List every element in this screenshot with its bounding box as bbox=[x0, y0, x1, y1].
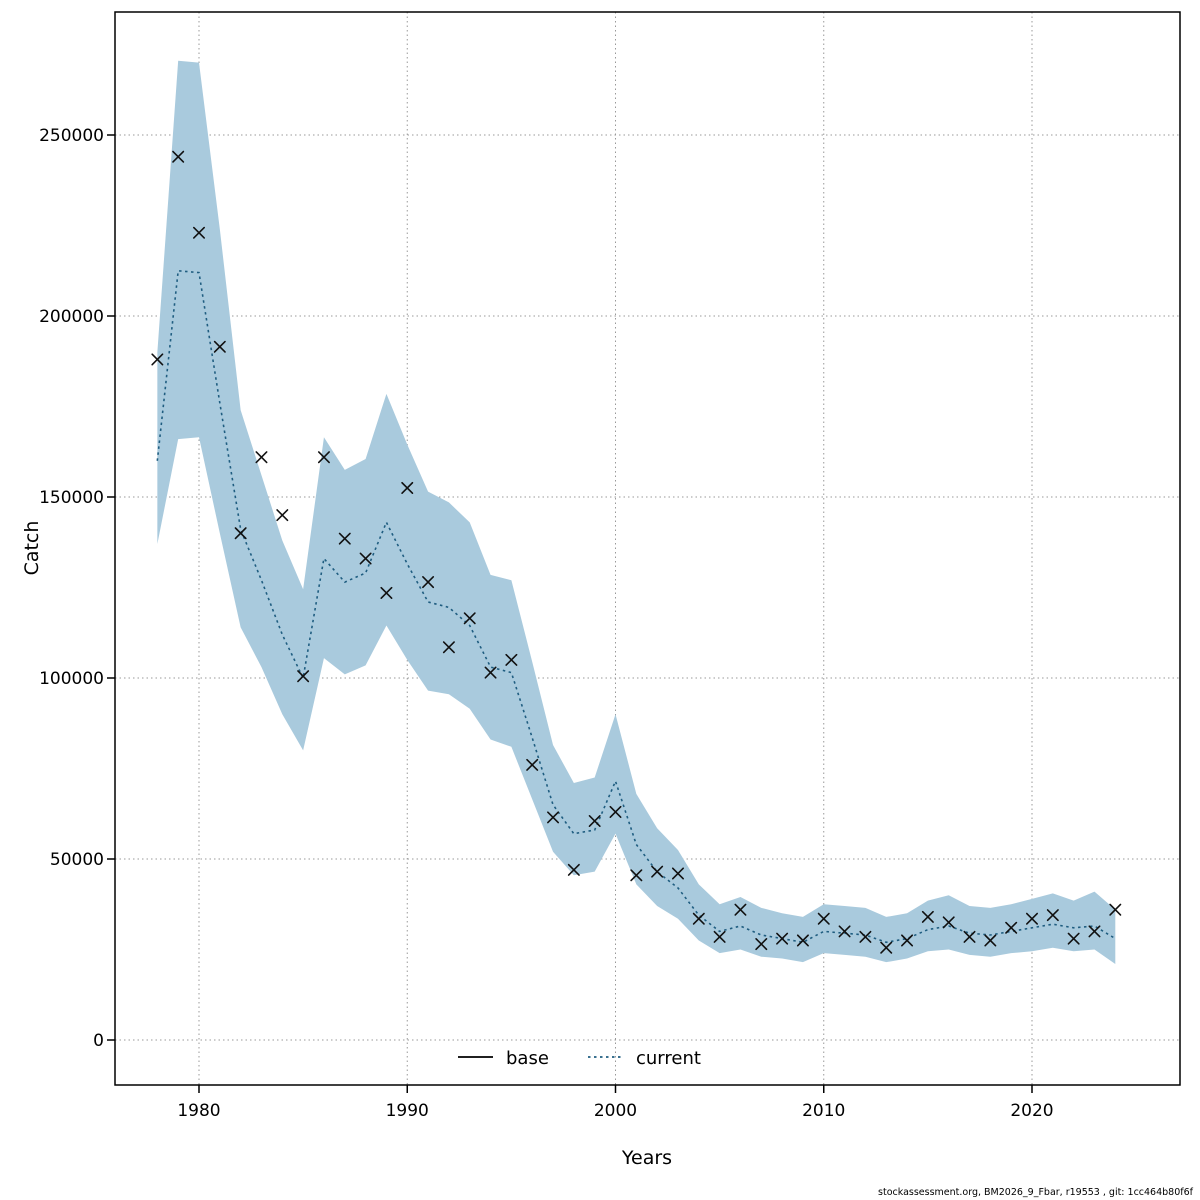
observed-catch-marker bbox=[567, 863, 580, 876]
observed-catch-marker bbox=[422, 576, 435, 589]
x-tick-label: 1980 bbox=[177, 1101, 220, 1121]
observed-catch-marker bbox=[359, 552, 372, 565]
observed-catch-marker bbox=[1067, 932, 1080, 945]
observed-catch-marker bbox=[880, 941, 893, 954]
observed-catch-marker bbox=[1109, 903, 1122, 916]
y-tick-label: 100000 bbox=[39, 669, 104, 689]
observed-catch-marker bbox=[630, 869, 643, 882]
observed-catch-marker bbox=[463, 612, 476, 625]
observed-catch-marker bbox=[984, 934, 997, 947]
plot-frame bbox=[114, 11, 1181, 1086]
observed-catch-marker bbox=[213, 340, 226, 353]
x-tick-label: 2020 bbox=[1010, 1101, 1053, 1121]
observed-catch-marker bbox=[671, 867, 684, 880]
x-tick-label: 1990 bbox=[386, 1101, 429, 1121]
axis-tick-labels: 1980 1990 2000 2010 2020 0 50000 100000 150000 20… bbox=[39, 126, 1054, 1121]
observed-catch-marker bbox=[1088, 925, 1101, 938]
observed-catch-marker bbox=[380, 586, 393, 599]
observed-catch-marker bbox=[255, 451, 268, 464]
observed-catch-marker bbox=[338, 532, 351, 545]
observed-catch-marker bbox=[588, 814, 601, 827]
observed-catch-marker bbox=[609, 805, 622, 818]
observed-catch-marker bbox=[942, 916, 955, 929]
observed-catch-marker bbox=[172, 150, 185, 163]
observed-catch-marker bbox=[484, 666, 497, 679]
legend-base-label: base bbox=[506, 1048, 549, 1069]
observed-catch-marker bbox=[297, 670, 310, 683]
observed-markers bbox=[151, 150, 1122, 954]
observed-catch-marker bbox=[505, 653, 518, 666]
current-fit-line bbox=[156, 269, 1116, 944]
legend: base current bbox=[458, 1048, 701, 1069]
x-axis-title: Years bbox=[621, 1147, 672, 1169]
observed-catch-marker bbox=[734, 903, 747, 916]
y-axis-title: Catch bbox=[21, 521, 43, 576]
observed-catch-marker bbox=[901, 934, 914, 947]
y-tick-label: 0 bbox=[93, 1031, 104, 1051]
observed-catch-marker bbox=[547, 811, 560, 824]
observed-catch-marker bbox=[755, 938, 768, 951]
axis-tick-marks bbox=[107, 134, 1033, 1093]
observed-catch-marker bbox=[276, 509, 289, 522]
observed-catch-marker bbox=[713, 930, 726, 943]
observed-catch-marker bbox=[193, 226, 205, 239]
observed-catch-marker bbox=[151, 353, 164, 366]
observed-catch-marker bbox=[442, 641, 455, 654]
observed-catch-marker bbox=[1026, 912, 1038, 925]
current-line bbox=[156, 269, 1116, 944]
observed-catch-marker bbox=[317, 451, 330, 464]
observed-catch-marker bbox=[526, 758, 539, 771]
y-tick-label: 200000 bbox=[39, 307, 104, 327]
y-tick-label: 150000 bbox=[39, 488, 104, 508]
observed-catch-marker bbox=[838, 925, 851, 938]
observed-catch-marker bbox=[859, 930, 872, 943]
observed-catch-marker bbox=[1046, 909, 1059, 922]
y-tick-label: 50000 bbox=[50, 850, 104, 870]
observed-catch-marker bbox=[921, 910, 934, 923]
observed-catch-marker bbox=[651, 865, 664, 878]
footer-version-text: stockassessment.org, BM2026_9_Fbar, r195… bbox=[878, 1187, 1194, 1198]
y-tick-label: 250000 bbox=[39, 126, 104, 146]
observed-catch-marker bbox=[796, 934, 809, 947]
observed-catch-marker bbox=[963, 930, 976, 943]
observed-catch-marker bbox=[1005, 921, 1018, 934]
observed-catch-marker bbox=[234, 527, 247, 540]
observed-catch-marker bbox=[817, 912, 830, 925]
observed-catch-marker bbox=[401, 481, 414, 494]
observed-catch-marker bbox=[692, 912, 705, 925]
x-tick-label: 2010 bbox=[802, 1101, 845, 1121]
confidence-band bbox=[157, 60, 1116, 964]
legend-current-label: current bbox=[636, 1048, 701, 1069]
confidence-band-area bbox=[157, 60, 1116, 964]
observed-catch-marker bbox=[776, 932, 789, 945]
x-tick-label: 2000 bbox=[594, 1101, 637, 1121]
